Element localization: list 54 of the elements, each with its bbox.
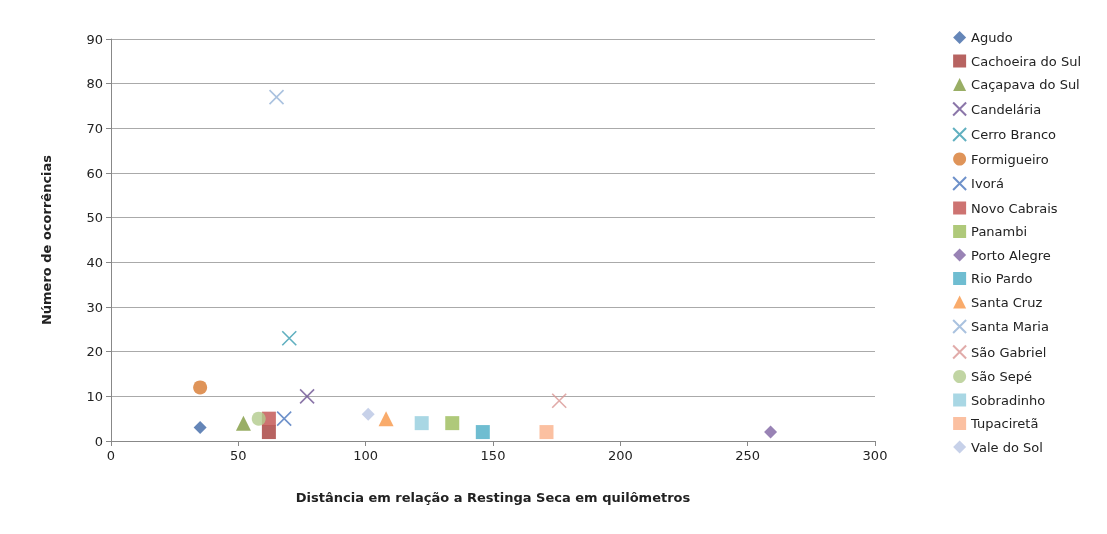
point bbox=[551, 393, 568, 409]
y-tick-label: 30 bbox=[86, 299, 103, 315]
point bbox=[261, 425, 276, 440]
point bbox=[268, 89, 285, 105]
point bbox=[281, 330, 298, 347]
legend-label: Cachoeira do Sul bbox=[971, 53, 1082, 69]
point bbox=[539, 425, 554, 440]
point bbox=[251, 411, 266, 426]
x-tick-label: 200 bbox=[607, 448, 633, 463]
legend-label: Sobradinho bbox=[971, 392, 1046, 408]
legend-label: Formigueiro bbox=[971, 151, 1049, 167]
y-tick-label: 20 bbox=[86, 344, 103, 360]
point bbox=[299, 388, 315, 405]
point bbox=[378, 411, 394, 427]
y-tick-label: 90 bbox=[86, 31, 103, 47]
point bbox=[445, 416, 460, 431]
x-axis-title: Distância em relação a Restinga Seca em quilômetros bbox=[295, 490, 691, 505]
point bbox=[475, 425, 490, 440]
point bbox=[235, 415, 251, 431]
legend-label: Porto Alegre bbox=[971, 247, 1051, 263]
x-tick-label: 250 bbox=[735, 448, 761, 463]
legend-label: Caçapava do Sul bbox=[971, 77, 1080, 92]
legend-label: São Sepé bbox=[971, 369, 1032, 384]
point bbox=[193, 380, 208, 395]
y-tick-label: 50 bbox=[86, 210, 103, 226]
y-tick-label: 60 bbox=[86, 165, 103, 181]
legend-label: Rio Pardo bbox=[971, 271, 1033, 286]
legend-label: Cerro Branco bbox=[971, 127, 1057, 142]
x-tick-label: 100 bbox=[353, 448, 379, 463]
point bbox=[764, 425, 778, 439]
y-tick-label: 40 bbox=[86, 254, 103, 270]
point bbox=[361, 407, 375, 421]
y-tick-label: 10 bbox=[86, 388, 103, 404]
point bbox=[193, 421, 207, 435]
legend-label: Vale do Sol bbox=[971, 439, 1043, 455]
legend-label: Ivorá bbox=[971, 176, 1004, 191]
point bbox=[276, 410, 292, 427]
legend-label: Novo Cabrais bbox=[971, 200, 1058, 216]
legend-label: São Gabriel bbox=[971, 344, 1047, 360]
x-tick-label: 0 bbox=[106, 448, 116, 463]
x-tick-label: 50 bbox=[230, 448, 247, 463]
x-tick-label: 150 bbox=[480, 448, 506, 463]
y-axis-title: Número de ocorrências bbox=[39, 154, 54, 326]
y-tick-label: 0 bbox=[94, 433, 103, 449]
y-tick-label: 70 bbox=[86, 120, 103, 136]
x-tick-label: 300 bbox=[862, 448, 888, 463]
legend-label: Santa Cruz bbox=[971, 294, 1043, 310]
legend-label: Panambi bbox=[971, 224, 1028, 239]
legend-label: Agudo bbox=[971, 30, 1013, 45]
legend-label: Candelária bbox=[971, 101, 1042, 117]
legend-label: Santa Maria bbox=[971, 319, 1049, 334]
point bbox=[414, 416, 429, 431]
y-tick-label: 80 bbox=[86, 76, 103, 92]
legend-label: Tupaciretã bbox=[970, 416, 1039, 431]
